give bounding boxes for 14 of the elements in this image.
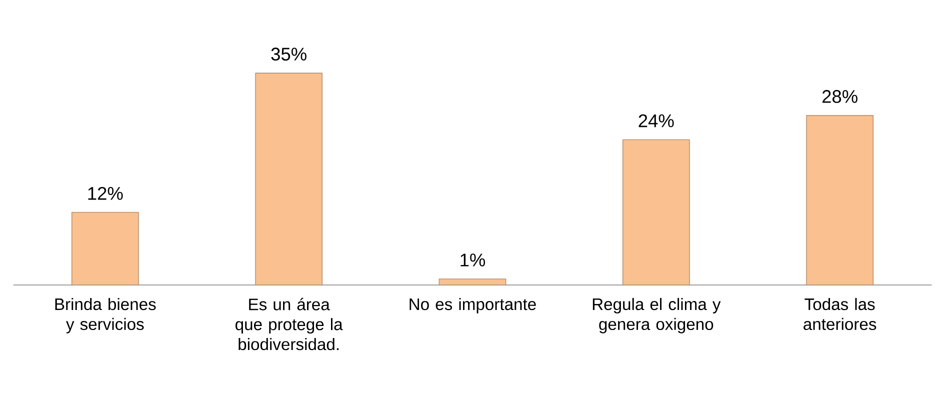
bar xyxy=(622,139,690,285)
data-label: 35% xyxy=(271,48,306,60)
x-tick-label: Brinda bienes y servicios xyxy=(55,298,156,334)
x-tick-label: Es un área que protege la biodiversidad. xyxy=(236,298,343,350)
data-label: 24% xyxy=(638,114,674,128)
data-label: 28% xyxy=(822,90,858,103)
x-tick-label: Todas las anteriores xyxy=(804,298,876,330)
bar xyxy=(806,115,874,285)
x-tick-label: Regula el clima y genera oxigeno xyxy=(592,298,721,334)
x-tick-label: No es importante xyxy=(410,298,536,314)
data-label: 12% xyxy=(88,186,123,200)
bar xyxy=(255,72,323,285)
bar xyxy=(72,212,139,285)
data-label: 1% xyxy=(460,253,486,266)
